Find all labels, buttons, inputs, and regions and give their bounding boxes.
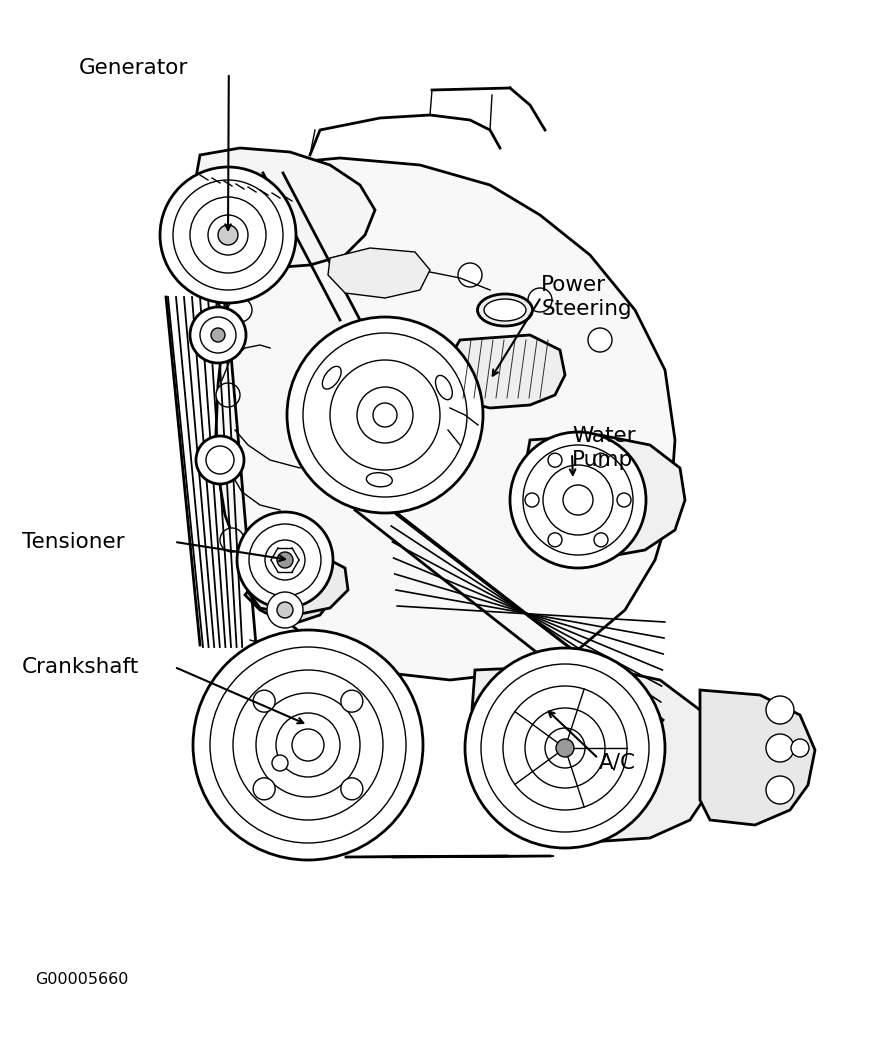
Circle shape <box>543 465 613 535</box>
Circle shape <box>213 456 237 480</box>
Circle shape <box>373 403 397 427</box>
Text: A/C: A/C <box>598 752 635 773</box>
Circle shape <box>588 328 612 352</box>
Circle shape <box>277 552 293 568</box>
Circle shape <box>190 197 266 273</box>
Circle shape <box>253 690 275 712</box>
Polygon shape <box>195 158 675 680</box>
Circle shape <box>766 696 794 724</box>
Circle shape <box>791 739 809 756</box>
Text: Tensioner: Tensioner <box>22 531 125 552</box>
Text: Crankshaft: Crankshaft <box>22 656 139 677</box>
Circle shape <box>211 328 225 342</box>
Circle shape <box>265 540 305 580</box>
Circle shape <box>220 528 244 552</box>
Circle shape <box>256 693 360 797</box>
Circle shape <box>525 493 539 507</box>
Polygon shape <box>472 665 715 842</box>
Circle shape <box>465 648 665 848</box>
Polygon shape <box>700 690 815 825</box>
Circle shape <box>594 453 608 467</box>
Polygon shape <box>445 334 565 408</box>
Circle shape <box>272 755 288 771</box>
Text: Generator: Generator <box>79 57 188 78</box>
Ellipse shape <box>478 294 532 326</box>
Ellipse shape <box>484 299 526 321</box>
Circle shape <box>190 307 246 363</box>
Circle shape <box>766 734 794 762</box>
Circle shape <box>208 215 248 255</box>
Polygon shape <box>248 555 348 615</box>
Circle shape <box>338 268 362 292</box>
Circle shape <box>200 317 236 353</box>
Circle shape <box>481 664 649 832</box>
Ellipse shape <box>322 367 341 389</box>
Circle shape <box>563 485 593 515</box>
Circle shape <box>206 446 234 474</box>
Circle shape <box>196 436 244 483</box>
Ellipse shape <box>436 375 452 400</box>
Polygon shape <box>190 148 375 268</box>
Circle shape <box>253 777 275 800</box>
Circle shape <box>525 708 605 788</box>
Ellipse shape <box>366 473 392 487</box>
Circle shape <box>210 647 406 843</box>
Circle shape <box>458 263 482 287</box>
Text: Water
Pump: Water Pump <box>572 426 635 470</box>
Polygon shape <box>245 568 335 625</box>
Circle shape <box>277 602 293 618</box>
Circle shape <box>766 776 794 804</box>
Circle shape <box>523 445 633 555</box>
Circle shape <box>228 298 252 322</box>
Circle shape <box>193 630 423 860</box>
Text: Power
Steering: Power Steering <box>541 275 632 319</box>
Circle shape <box>617 493 631 507</box>
Circle shape <box>556 739 574 756</box>
Circle shape <box>503 686 627 810</box>
Circle shape <box>545 728 585 768</box>
Circle shape <box>237 512 333 607</box>
Circle shape <box>173 180 283 290</box>
Polygon shape <box>522 435 685 559</box>
Circle shape <box>303 333 467 497</box>
Circle shape <box>216 383 240 407</box>
Text: G00005660: G00005660 <box>35 972 128 987</box>
Circle shape <box>357 387 413 443</box>
Circle shape <box>267 592 303 628</box>
Circle shape <box>330 359 440 470</box>
Circle shape <box>341 690 363 712</box>
Circle shape <box>276 713 340 777</box>
Circle shape <box>287 317 483 513</box>
Circle shape <box>594 532 608 547</box>
Polygon shape <box>328 248 430 298</box>
Circle shape <box>341 777 363 800</box>
Circle shape <box>528 288 552 312</box>
Circle shape <box>218 225 238 245</box>
Circle shape <box>292 729 324 761</box>
Circle shape <box>233 670 383 820</box>
Circle shape <box>160 167 296 303</box>
Circle shape <box>548 532 562 547</box>
Circle shape <box>548 453 562 467</box>
Circle shape <box>510 432 646 568</box>
Circle shape <box>249 524 321 596</box>
